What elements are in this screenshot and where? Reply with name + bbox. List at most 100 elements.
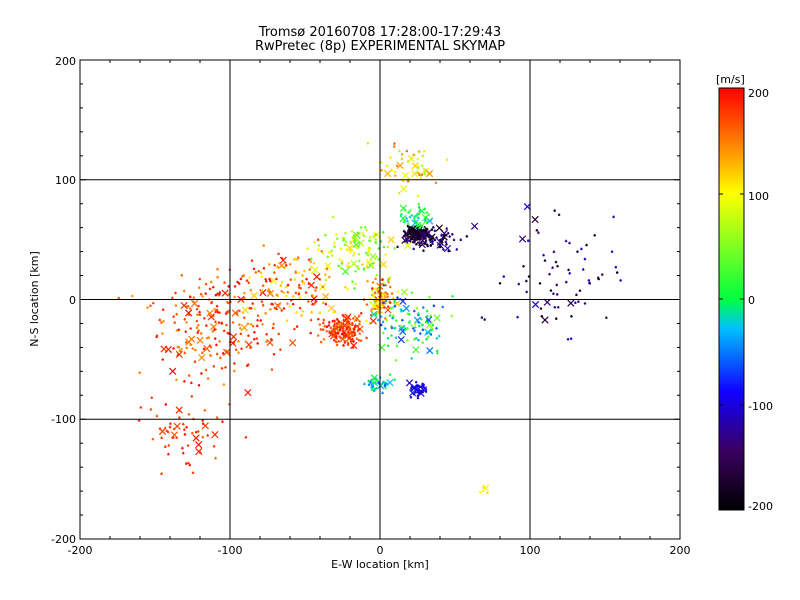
data-point	[390, 334, 393, 337]
data-point	[286, 302, 289, 305]
data-point	[198, 310, 201, 314]
data-point	[149, 304, 152, 307]
data-point	[380, 304, 383, 308]
data-point	[567, 299, 575, 307]
data-point	[275, 277, 278, 281]
data-point	[315, 286, 318, 289]
data-point	[480, 316, 484, 319]
data-point	[525, 279, 528, 283]
data-point	[366, 253, 370, 257]
data-point	[341, 313, 345, 317]
data-point	[431, 240, 434, 243]
data-point	[344, 329, 347, 332]
data-point	[222, 383, 226, 386]
data-point	[527, 239, 530, 242]
data-point	[367, 383, 371, 386]
data-point	[268, 263, 271, 266]
x-tick-label: 200	[670, 544, 691, 557]
data-point	[182, 289, 186, 293]
data-point	[380, 296, 384, 299]
data-point	[268, 277, 271, 281]
data-point	[299, 286, 302, 290]
data-point	[390, 326, 394, 329]
data-point	[352, 339, 355, 343]
data-point	[172, 347, 175, 350]
data-point	[377, 258, 380, 261]
data-point	[190, 395, 193, 398]
data-point	[318, 311, 322, 314]
data-point	[335, 335, 338, 338]
data-point	[201, 435, 204, 439]
data-point	[367, 246, 370, 250]
data-point	[207, 336, 210, 339]
data-point	[280, 309, 283, 312]
data-point	[221, 289, 229, 297]
data-point	[421, 341, 424, 344]
data-point	[253, 337, 256, 341]
data-point	[396, 290, 400, 293]
data-point	[354, 233, 358, 236]
data-point	[319, 328, 323, 331]
data-point	[447, 249, 450, 253]
data-point	[285, 294, 288, 298]
data-point	[423, 172, 427, 176]
data-point	[394, 174, 397, 177]
data-point	[190, 299, 199, 308]
data-point	[410, 357, 413, 360]
data-point	[348, 322, 351, 325]
data-point	[393, 326, 397, 330]
data-point	[346, 244, 354, 252]
data-point	[164, 403, 167, 406]
data-point	[583, 302, 587, 305]
data-point	[316, 334, 320, 337]
data-point	[552, 250, 556, 254]
data-point	[417, 324, 421, 328]
data-point	[605, 316, 608, 319]
x-tick-labels: -200 -100 0 100 200	[68, 544, 691, 557]
data-point	[548, 272, 551, 276]
data-point	[415, 243, 418, 246]
data-point	[191, 347, 195, 350]
data-point	[321, 251, 325, 254]
data-point	[386, 245, 389, 249]
data-point	[298, 306, 302, 310]
data-point	[288, 305, 291, 308]
data-point	[369, 317, 377, 325]
data-point	[185, 462, 188, 465]
data-point	[401, 236, 409, 245]
data-point	[400, 324, 403, 328]
data-point	[619, 279, 622, 282]
data-point	[214, 310, 217, 313]
data-point	[276, 265, 279, 269]
data-point	[551, 266, 554, 269]
data-point	[349, 249, 352, 252]
data-point	[393, 304, 397, 308]
data-point	[395, 344, 399, 348]
data-point	[557, 305, 560, 309]
data-point	[374, 291, 377, 295]
data-point	[417, 171, 420, 175]
data-point	[220, 322, 223, 325]
data-point	[431, 242, 434, 245]
data-point	[188, 295, 192, 298]
data-point	[419, 231, 428, 240]
data-point	[256, 324, 259, 328]
data-point	[253, 330, 256, 334]
data-point	[161, 358, 164, 361]
data-point	[229, 333, 238, 341]
data-point	[311, 266, 319, 274]
data-point	[168, 425, 172, 429]
data-point	[414, 391, 417, 394]
data-point	[355, 337, 359, 340]
data-point	[245, 341, 253, 349]
data-point	[552, 292, 555, 295]
data-point	[253, 307, 256, 311]
data-point	[348, 328, 352, 332]
data-point	[382, 245, 386, 249]
data-point	[131, 294, 134, 298]
data-point	[553, 209, 556, 212]
data-point	[333, 319, 336, 323]
data-point	[358, 332, 361, 335]
data-point	[255, 337, 259, 340]
